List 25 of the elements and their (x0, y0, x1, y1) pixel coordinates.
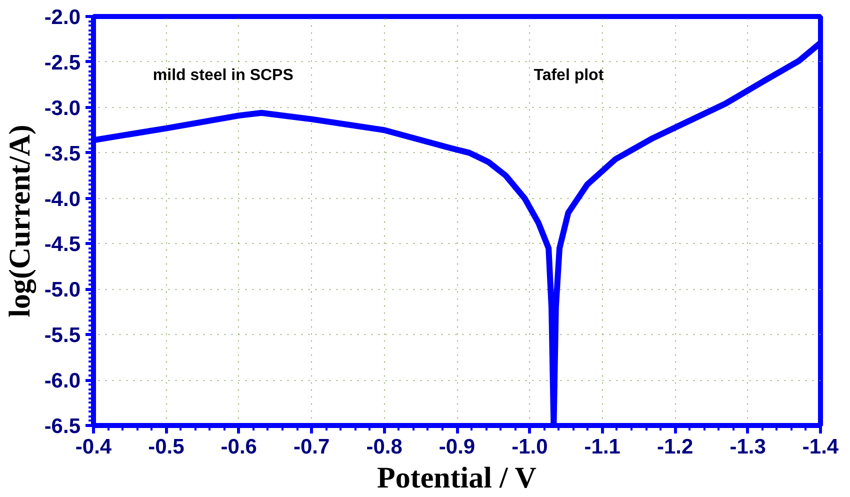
x-tick-label: -0.4 (75, 436, 112, 458)
y-tick-label: -4.0 (44, 188, 80, 211)
x-tick-label: -1.0 (512, 436, 548, 458)
y-tick-label: -5.5 (44, 324, 81, 348)
y-tick-label: -6.5 (44, 415, 81, 438)
x-axis-title: Potential / V (377, 462, 537, 494)
x-tick-label: -0.7 (294, 436, 330, 458)
x-tick-label: -0.8 (366, 436, 403, 458)
y-tick-label: -2.5 (44, 51, 81, 74)
y-tick-label: -3.5 (44, 142, 81, 166)
annotation: mild steel in SCPS (152, 67, 294, 84)
y-axis-title: log(Current/A) (3, 124, 36, 318)
x-tick-label: -1.2 (657, 436, 694, 458)
y-tick-label: -5.0 (44, 278, 80, 302)
x-tick-label: -0.9 (438, 436, 476, 458)
x-tick-label: -1.1 (584, 436, 621, 458)
x-tick-label: -1.3 (730, 436, 766, 458)
y-tick-label: -6.0 (44, 370, 80, 393)
y-tick-label: -2.0 (44, 6, 80, 29)
x-tick-label: -0.6 (220, 436, 257, 458)
y-tick-label: -4.5 (44, 233, 81, 256)
x-tick-label: -0.5 (148, 436, 185, 458)
y-tick-label: -3.0 (44, 96, 80, 120)
annotation: Tafel plot (534, 67, 604, 84)
x-tick-label: -1.4 (802, 436, 839, 458)
